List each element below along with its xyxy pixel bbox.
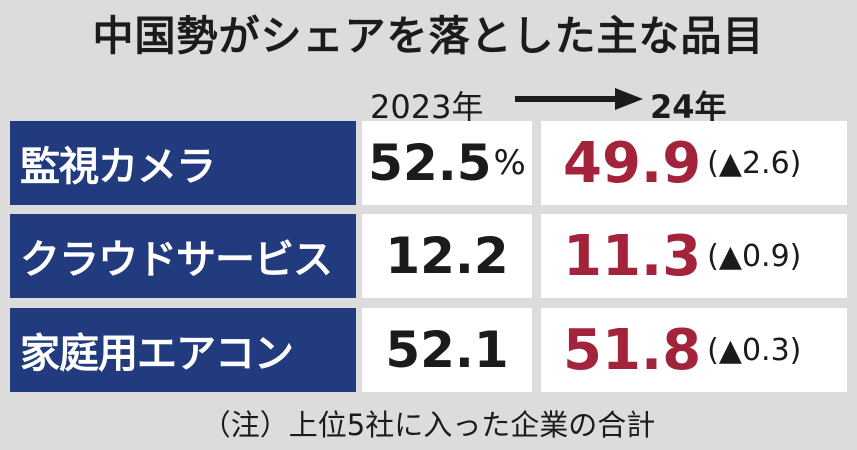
value-2023: 12.2 <box>385 227 509 285</box>
value-2023-cell: 12.2 <box>362 214 532 298</box>
change-value: (▲0.3) <box>707 332 802 368</box>
value-2024: 49.9 <box>563 130 702 196</box>
footnote: （注）上位5社に入った企業の合計 <box>201 408 656 442</box>
arrow-right-icon <box>515 88 643 110</box>
value-2024-cell: 11.3 (▲0.9) <box>541 214 847 298</box>
column-header-2023: 2023年 <box>370 88 484 126</box>
change-value: (▲0.9) <box>707 238 802 274</box>
row-label: クラウドサービス <box>10 214 356 298</box>
change-value: (▲2.6) <box>707 145 802 181</box>
value-2023: 52.5 <box>368 134 492 192</box>
value-2023-cell: 52.5% <box>362 121 532 205</box>
value-2023-cell: 52.1 <box>362 308 532 392</box>
value-2024-cell: 49.9 (▲2.6) <box>541 121 847 205</box>
chart-title: 中国勢がシェアを落とした主な品目 <box>92 12 765 60</box>
value-2023: 52.1 <box>385 321 509 379</box>
percent-unit: % <box>493 143 526 183</box>
row-label: 家庭用エアコン <box>10 308 356 392</box>
column-header-2024: 24年 <box>650 88 727 126</box>
value-2024: 51.8 <box>563 317 702 383</box>
value-2024-cell: 51.8 (▲0.3) <box>541 308 847 392</box>
row-label: 監視カメラ <box>10 121 356 205</box>
value-2024: 11.3 <box>563 223 702 289</box>
